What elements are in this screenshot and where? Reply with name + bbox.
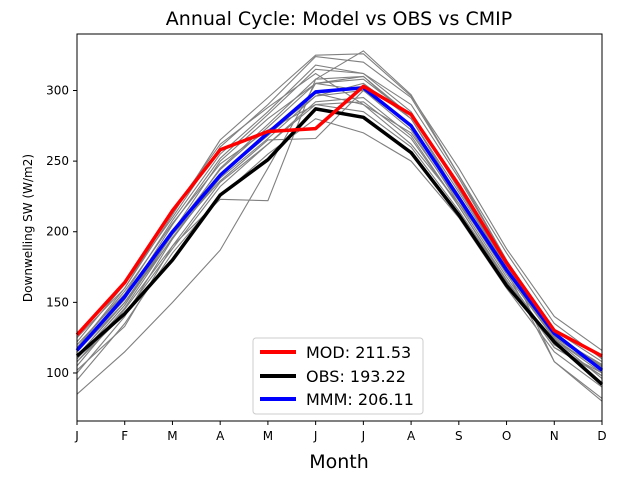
x-tick-label: J — [74, 429, 79, 443]
x-tick-label: J — [313, 429, 318, 443]
y-tick-label: 250 — [46, 154, 69, 168]
cmip-model-line-8 — [76, 82, 603, 377]
cmip-model-line-16 — [76, 89, 603, 367]
series-line-obs — [75, 107, 604, 386]
main-series-lines — [75, 84, 604, 386]
legend-label-mod: MOD: 211.53 — [306, 343, 411, 362]
x-tick-label: A — [216, 429, 225, 443]
cmip-model-line-13 — [76, 78, 603, 368]
cmip-model-line-17 — [76, 82, 603, 374]
x-tick-label: D — [597, 429, 606, 443]
cmip-model-line-18 — [76, 101, 603, 377]
x-axis-label: Month — [309, 451, 369, 473]
cmip-model-line-4 — [76, 75, 603, 368]
x-tick-label: S — [455, 429, 463, 443]
cmip-model-line-2 — [76, 56, 603, 360]
cmip-model-line-12 — [76, 118, 603, 388]
y-axis-ticks: 100 150 200 250 300 — [46, 83, 77, 380]
cmip-model-line-14 — [76, 75, 603, 402]
cmip-model-line-5 — [76, 72, 603, 357]
x-tick-label: M — [263, 429, 273, 443]
chart-title: Annual Cycle: Model vs OBS vs CMIP — [166, 8, 512, 30]
legend-label-mmm: MMM: 206.11 — [306, 390, 414, 409]
legend-box — [252, 337, 424, 415]
x-tick-label: M — [167, 429, 177, 443]
x-tick-label: F — [121, 429, 128, 443]
cmip-model-line-10 — [76, 89, 603, 371]
x-tick-label: O — [502, 429, 511, 443]
series-line-mod — [75, 84, 603, 358]
legend-label-obs: OBS: 193.22 — [306, 367, 406, 386]
y-tick-label: 200 — [46, 225, 69, 239]
y-tick-label: 100 — [46, 366, 69, 380]
series-line-mmm — [75, 85, 604, 372]
legend: MOD: 211.53 OBS: 193.22 MMM: 206.11 — [252, 337, 424, 415]
cmip-model-line-1 — [76, 53, 603, 351]
y-tick-label: 150 — [46, 295, 69, 309]
plot-frame — [76, 33, 603, 422]
x-tick-label: A — [407, 429, 416, 443]
x-tick-label: J — [361, 429, 366, 443]
cmip-model-line-7 — [76, 92, 603, 380]
y-axis-label: Downwelling SW (W/m2) — [21, 154, 35, 302]
x-tick-label: N — [550, 429, 559, 443]
y-tick-label: 300 — [46, 83, 69, 97]
